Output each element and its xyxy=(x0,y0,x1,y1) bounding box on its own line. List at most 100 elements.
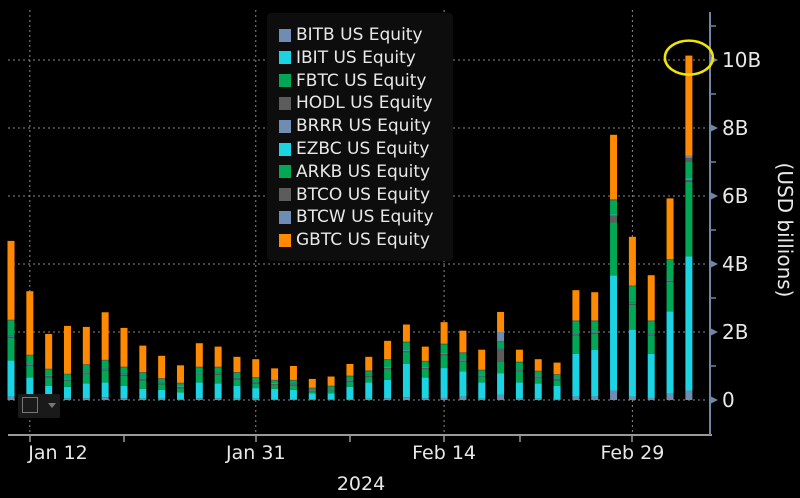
bar-segment xyxy=(45,376,53,378)
bar-segment xyxy=(327,390,335,394)
bar-segment xyxy=(478,382,486,399)
bar-segment xyxy=(365,375,373,376)
bar-segment xyxy=(534,359,542,371)
bar-segment xyxy=(365,376,373,383)
bar-segment xyxy=(478,349,486,370)
legend-label: IBIT US Equity xyxy=(296,47,416,68)
y-tick-arrow xyxy=(710,124,718,132)
bar-segment xyxy=(515,369,523,371)
bar-stack xyxy=(308,378,316,400)
chart-type-button[interactable] xyxy=(18,394,60,418)
bar-segment xyxy=(459,330,467,353)
bar-stack xyxy=(346,363,354,400)
x-axis-label: 2024 xyxy=(337,473,385,495)
bar-segment xyxy=(120,367,128,374)
y-tick-arrow xyxy=(710,260,718,268)
bar-segment xyxy=(327,388,335,390)
y-tick-label: 0 xyxy=(722,388,735,412)
bar-segment xyxy=(534,383,542,399)
bar-segment xyxy=(63,379,71,381)
bar-segment xyxy=(327,393,335,400)
bar-segment xyxy=(591,321,599,332)
bar-segment xyxy=(158,383,166,385)
bar-segment xyxy=(685,179,693,181)
bar-segment xyxy=(101,369,109,371)
bar-segment xyxy=(628,329,636,397)
bar-segment xyxy=(289,398,297,400)
bar-segment xyxy=(384,359,392,368)
bar-stack xyxy=(214,346,222,400)
bar-segment xyxy=(610,215,618,223)
bar-segment xyxy=(610,275,618,391)
bar-segment xyxy=(158,378,166,383)
bar-segment xyxy=(289,384,297,386)
bar-segment xyxy=(158,398,166,400)
bar-segment xyxy=(553,379,561,381)
bar-segment xyxy=(82,373,90,384)
bar-segment xyxy=(628,303,636,304)
y-axis-label: (USD billions) xyxy=(773,163,797,298)
bar-segment xyxy=(365,356,373,371)
line-chart-icon xyxy=(22,397,38,413)
bar-segment xyxy=(346,379,354,381)
bar-segment xyxy=(610,222,618,276)
bar-segment xyxy=(101,312,109,360)
bar-segment xyxy=(289,389,297,399)
bar-segment xyxy=(647,335,655,354)
bar-segment xyxy=(271,384,279,386)
bar-segment xyxy=(478,374,486,376)
bar-segment xyxy=(591,333,599,350)
bar-segment xyxy=(7,320,15,336)
bar-segment xyxy=(214,383,222,399)
bar-stack xyxy=(120,327,128,400)
legend-label: ARKB US Equity xyxy=(296,161,431,182)
bar-segment xyxy=(233,398,241,400)
bar-stack xyxy=(233,356,241,400)
bar-segment xyxy=(233,372,241,378)
bar-segment xyxy=(628,303,636,305)
bar-segment xyxy=(101,397,109,400)
bar-segment xyxy=(685,256,693,391)
bar-segment xyxy=(63,398,71,400)
legend-label: BITB US Equity xyxy=(296,25,423,45)
legend-label: BRRR US Equity xyxy=(296,116,431,137)
bar-stack xyxy=(402,324,410,400)
bar-segment xyxy=(176,387,184,389)
legend-item: BTCW US Equity xyxy=(279,206,434,228)
bar-segment xyxy=(26,365,34,378)
bar-segment xyxy=(271,385,279,389)
bar-segment xyxy=(139,378,147,380)
bar-segment xyxy=(515,370,523,372)
bar-segment xyxy=(572,334,580,336)
bar-segment xyxy=(195,382,203,399)
bar-segment xyxy=(647,275,655,321)
bar-segment xyxy=(195,398,203,400)
y-tick-arrow xyxy=(710,328,718,336)
bar-segment xyxy=(252,381,260,383)
bar-segment xyxy=(685,55,693,156)
bar-segment xyxy=(327,376,335,386)
bar-segment xyxy=(628,396,636,400)
bar-segment xyxy=(685,155,693,158)
bar-segment xyxy=(647,321,655,334)
bar-stack xyxy=(26,291,34,400)
bar-segment xyxy=(7,336,15,338)
bar-segment xyxy=(515,362,523,370)
bar-segment xyxy=(459,396,467,400)
bar-segment xyxy=(327,386,335,389)
x-tick-label: Jan 12 xyxy=(27,442,88,464)
bar-stack xyxy=(384,340,392,400)
bar-stack xyxy=(158,355,166,400)
bar-segment xyxy=(7,336,15,337)
bar-segment xyxy=(289,383,297,385)
bar-segment xyxy=(402,351,410,353)
bar-segment xyxy=(214,346,222,367)
bar-segment xyxy=(497,332,505,342)
bar-stack xyxy=(572,290,580,400)
bar-segment xyxy=(421,398,429,400)
bar-segment xyxy=(176,398,184,400)
bar-segment xyxy=(214,373,222,375)
legend-label: EZBC US Equity xyxy=(296,139,430,159)
bar-segment xyxy=(195,372,203,374)
bar-segment xyxy=(440,355,448,369)
